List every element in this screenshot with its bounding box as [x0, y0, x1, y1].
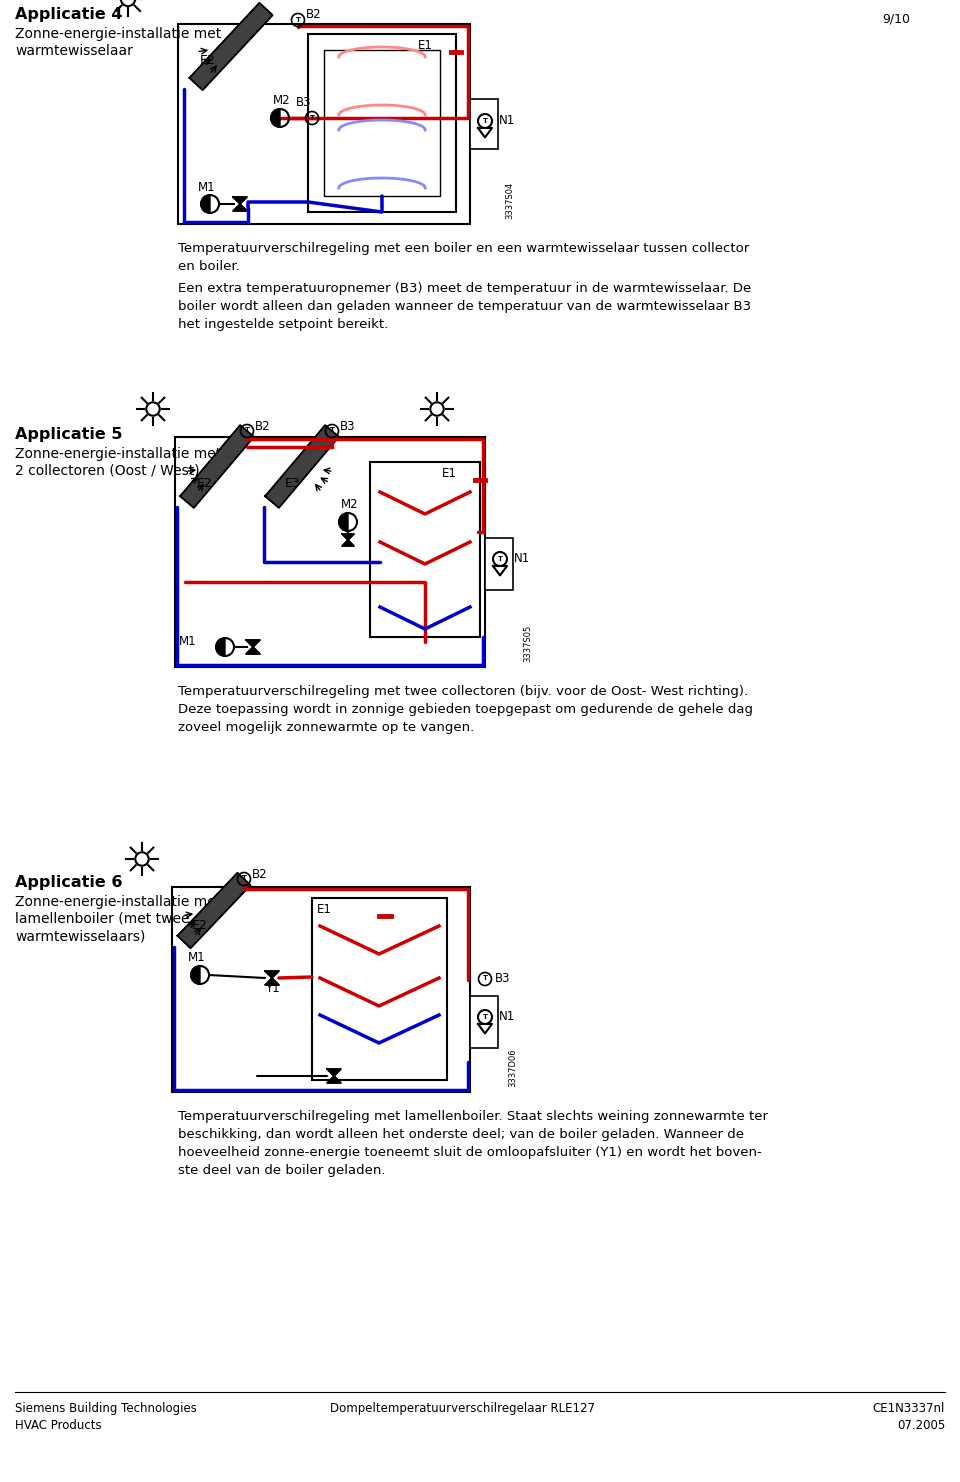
Text: Y1: Y1	[265, 983, 279, 994]
Text: E1: E1	[317, 903, 332, 916]
Text: N1: N1	[499, 1009, 516, 1023]
Text: CE1N3337nl: CE1N3337nl	[873, 1402, 945, 1415]
Text: lamellenboiler (met twee: lamellenboiler (met twee	[15, 911, 189, 926]
Bar	[324, 50, 440, 196]
Text: het ingestelde setpoint bereikt.: het ingestelde setpoint bereikt.	[178, 319, 388, 330]
Text: boiler wordt alleen dan geladen wanneer de temperatuur van de warmtewisselaar B3: boiler wordt alleen dan geladen wanneer …	[178, 299, 751, 313]
Text: en boiler.: en boiler.	[178, 259, 240, 273]
Text: Dompeltemperatuurverschilregelaar RLE127: Dompeltemperatuurverschilregelaar RLE127	[330, 1402, 595, 1415]
Text: E3: E3	[285, 477, 300, 491]
Text: T: T	[245, 427, 250, 434]
Text: warmtewisselaars): warmtewisselaars)	[15, 929, 145, 943]
Text: Een extra temperatuuropnemer (B3) meet de temperatuur in de warmtewisselaar. De: Een extra temperatuuropnemer (B3) meet d…	[178, 282, 752, 295]
Polygon shape	[271, 110, 280, 127]
Polygon shape	[189, 3, 273, 90]
Text: T: T	[309, 114, 315, 120]
Text: E1: E1	[442, 467, 457, 480]
Text: Zonne-energie-installatie met: Zonne-energie-installatie met	[15, 27, 221, 41]
Polygon shape	[265, 425, 339, 508]
Text: T: T	[497, 556, 502, 562]
Text: B3: B3	[297, 96, 312, 110]
Text: T: T	[242, 876, 247, 882]
Text: M1: M1	[188, 951, 205, 963]
Text: Deze toepassing wordt in zonnige gebieden toepgepast om gedurende de gehele dag: Deze toepassing wordt in zonnige gebiede…	[178, 702, 753, 716]
Text: Temperatuurverschilregeling met twee collectoren (bijv. voor de Oost- West richt: Temperatuurverschilregeling met twee col…	[178, 685, 748, 698]
Text: zoveel mogelijk zonnewarmte op te vangen.: zoveel mogelijk zonnewarmte op te vangen…	[178, 722, 474, 734]
Text: T: T	[483, 1014, 488, 1020]
Text: T: T	[329, 427, 334, 434]
Text: M1: M1	[198, 181, 216, 194]
Text: M1: M1	[180, 634, 197, 648]
Text: B3: B3	[495, 972, 511, 986]
Text: E1: E1	[418, 39, 433, 52]
Bar	[178, 24, 470, 224]
Bar	[312, 898, 447, 1080]
Text: 9/10: 9/10	[882, 12, 910, 25]
Text: Applicatie 5: Applicatie 5	[15, 427, 123, 442]
Polygon shape	[178, 873, 251, 948]
Text: HVAC Products: HVAC Products	[15, 1418, 102, 1432]
Bar	[470, 996, 498, 1048]
Text: B2: B2	[252, 867, 268, 880]
Text: Temperatuurverschilregeling met lamellenboiler. Staat slechts weining zonnewarmt: Temperatuurverschilregeling met lamellen…	[178, 1110, 768, 1123]
Polygon shape	[342, 534, 354, 545]
Text: Siemens Building Technologies: Siemens Building Technologies	[15, 1402, 197, 1415]
Text: Temperatuurverschilregeling met een boiler en een warmtewisselaar tussen collect: Temperatuurverschilregeling met een boil…	[178, 242, 749, 255]
Text: Applicatie 4: Applicatie 4	[15, 7, 123, 22]
Polygon shape	[233, 197, 247, 210]
Polygon shape	[180, 425, 253, 508]
Text: B3: B3	[340, 419, 355, 433]
Text: E2: E2	[192, 919, 207, 932]
Text: E2: E2	[197, 477, 213, 491]
Bar	[485, 538, 513, 590]
Text: N1: N1	[514, 551, 530, 565]
Bar	[308, 34, 456, 212]
Text: M2: M2	[341, 498, 359, 511]
Text: beschikking, dan wordt alleen het onderste deel; van de boiler geladen. Wanneer : beschikking, dan wordt alleen het onders…	[178, 1128, 744, 1141]
Text: B2: B2	[255, 419, 271, 433]
Text: Zonne-energie-installatie met: Zonne-energie-installatie met	[15, 895, 221, 908]
Text: T: T	[483, 975, 488, 981]
Bar	[172, 888, 470, 1092]
Text: 2 collectoren (Oost / West): 2 collectoren (Oost / West)	[15, 464, 200, 479]
Polygon shape	[339, 513, 348, 531]
Text: hoeveelheid zonne-energie toeneemt sluit de omloopafsluiter (Y1) en wordt het bo: hoeveelheid zonne-energie toeneemt sluit…	[178, 1146, 761, 1159]
Polygon shape	[327, 1069, 341, 1083]
Text: ste deel van de boiler geladen.: ste deel van de boiler geladen.	[178, 1163, 386, 1177]
Text: warmtewisselaar: warmtewisselaar	[15, 44, 132, 58]
Polygon shape	[201, 196, 210, 213]
Text: T: T	[483, 119, 488, 124]
Text: E2: E2	[200, 53, 216, 67]
Text: 3337D06: 3337D06	[508, 1048, 517, 1086]
Text: N1: N1	[499, 114, 516, 126]
Text: 3337S05: 3337S05	[523, 625, 532, 662]
Polygon shape	[246, 640, 260, 654]
Text: Zonne-energie-installatie met: Zonne-energie-installatie met	[15, 448, 221, 461]
Text: T: T	[296, 16, 300, 22]
Text: 07.2005: 07.2005	[897, 1418, 945, 1432]
Text: M2: M2	[274, 93, 291, 107]
Text: Applicatie 6: Applicatie 6	[15, 874, 123, 891]
Bar	[175, 437, 485, 667]
Polygon shape	[265, 971, 279, 986]
Bar	[470, 99, 498, 150]
Bar	[370, 462, 480, 637]
Polygon shape	[216, 637, 225, 657]
Polygon shape	[191, 966, 200, 984]
Text: B2: B2	[306, 9, 322, 22]
Text: 3337S04: 3337S04	[505, 182, 514, 219]
